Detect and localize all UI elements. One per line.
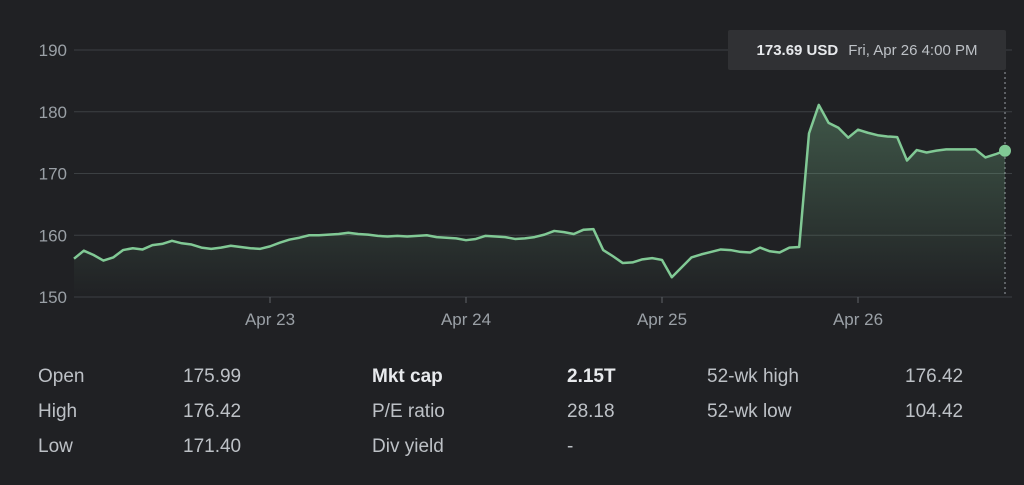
stats-row: Low 171.40 Div yield - <box>0 430 1024 465</box>
price-line <box>73 103 1006 279</box>
x-tick-label: Apr 26 <box>833 310 883 329</box>
mkt-cap-value: 2.15T <box>567 366 616 387</box>
current-price-marker <box>999 144 1011 157</box>
x-tick-label: Apr 23 <box>245 310 295 329</box>
52wk-high-label: 52-wk high <box>707 366 799 387</box>
stats-row: Open 175.99 Mkt cap 2.15T 52-wk high 176… <box>0 360 1024 395</box>
x-tick-label: Apr 24 <box>441 310 491 329</box>
open-label: Open <box>38 366 85 387</box>
y-tick-label: 160 <box>39 226 67 245</box>
pe-ratio-value: 28.18 <box>567 401 615 422</box>
mkt-cap-label: Mkt cap <box>372 366 443 387</box>
pe-ratio-label: P/E ratio <box>372 401 445 422</box>
52wk-low-value: 104.42 <box>905 401 964 422</box>
stock-price-chart[interactable]: 150 160 170 180 190 Apr 23 Apr 24 Apr 25 Apr 26 <box>0 0 1024 340</box>
x-tick-label: Apr 25 <box>637 310 687 329</box>
div-yield-value: - <box>567 436 574 457</box>
stats-table: Open 175.99 Mkt cap 2.15T 52-wk high 176… <box>0 360 1024 465</box>
open-value: 175.99 <box>183 366 242 387</box>
high-label: High <box>38 401 78 422</box>
52wk-low-label: 52-wk low <box>707 401 792 422</box>
low-label: Low <box>38 436 73 457</box>
52wk-high-value: 176.42 <box>905 366 964 387</box>
x-axis-ticks: Apr 23 Apr 24 Apr 25 Apr 26 <box>245 297 883 329</box>
y-axis-ticks: 150 160 170 180 190 <box>39 41 67 307</box>
stats-row: High 176.42 P/E ratio 28.18 52-wk low 10… <box>0 395 1024 430</box>
div-yield-label: Div yield <box>372 436 444 457</box>
y-tick-label: 170 <box>39 165 67 184</box>
price-tooltip: 173.69 USD Fri, Apr 26 4:00 PM <box>728 30 1006 70</box>
high-value: 176.42 <box>183 401 242 422</box>
tooltip-price: 173.69 USD <box>756 41 839 59</box>
y-tick-label: 180 <box>39 103 67 122</box>
y-tick-label: 190 <box>39 41 67 60</box>
tooltip-time: Fri, Apr 26 4:00 PM <box>848 41 978 59</box>
low-value: 171.40 <box>183 436 242 457</box>
y-tick-label: 150 <box>39 288 67 307</box>
price-area-fill <box>74 104 1005 298</box>
